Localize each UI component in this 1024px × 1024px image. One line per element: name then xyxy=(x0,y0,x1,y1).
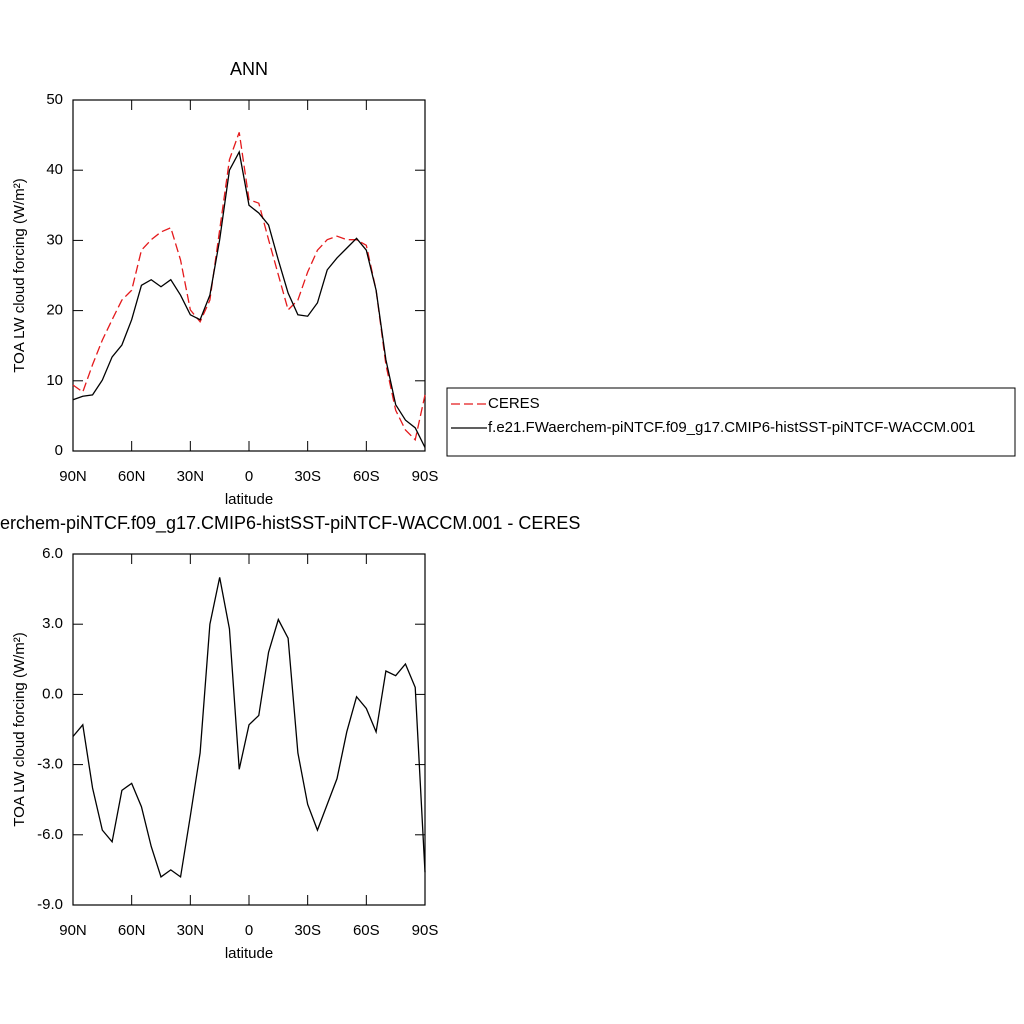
x-tick-label: 60S xyxy=(353,468,380,485)
y-tick-label: 50 xyxy=(46,91,63,108)
x-axis-label: latitude xyxy=(225,491,273,508)
y-tick-label: 3.0 xyxy=(42,615,63,632)
difference-line xyxy=(72,577,426,879)
y-tick-label: -3.0 xyxy=(37,756,63,773)
plot-frame xyxy=(72,553,426,906)
x-tick-label: 90S xyxy=(412,468,439,485)
y-tick-label: 0 xyxy=(55,442,63,459)
legend-label: f.e21.FWaerchem-piNTCF.f09_g17.CMIP6-his… xyxy=(488,419,975,436)
y-tick-label: 20 xyxy=(46,302,63,319)
legend-label: CERES xyxy=(488,395,540,412)
x-tick-label: 30S xyxy=(294,922,321,939)
x-tick-label: 30N xyxy=(177,922,205,939)
chart-title: f.e21.FWaerchem-piNTCF.f09_g17.CMIP6-his… xyxy=(0,513,580,534)
x-tick-label: 90N xyxy=(59,922,87,939)
x-tick-label: 90N xyxy=(59,468,87,485)
y-axis-label: TOA LW cloud forcing (W/m²) xyxy=(11,632,28,826)
x-tick-label: 60S xyxy=(353,922,380,939)
x-tick-label: 60N xyxy=(118,468,146,485)
series-line xyxy=(72,132,426,442)
y-tick-label: 30 xyxy=(46,231,63,248)
y-tick-label: 10 xyxy=(46,372,63,389)
x-tick-label: 0 xyxy=(245,468,253,485)
x-tick-label: 60N xyxy=(118,922,146,939)
x-axis-label: latitude xyxy=(225,945,273,962)
x-tick-label: 0 xyxy=(245,922,253,939)
chart-title: ANN xyxy=(230,59,268,79)
legend-box xyxy=(446,387,1016,457)
y-tick-label: -6.0 xyxy=(37,826,63,843)
y-tick-label: 0.0 xyxy=(42,685,63,702)
x-tick-label: 30N xyxy=(177,468,205,485)
x-tick-label: 30S xyxy=(294,468,321,485)
y-tick-label: 40 xyxy=(46,161,63,178)
x-tick-label: 90S xyxy=(412,922,439,939)
y-axis-label: TOA LW cloud forcing (W/m²) xyxy=(11,178,28,372)
series-line xyxy=(72,150,426,448)
y-tick-label: 6.0 xyxy=(42,545,63,562)
y-tick-label: -9.0 xyxy=(37,896,63,913)
legend: CERES f.e21.FWaerchem-piNTCF.f09_g17.CMIP… xyxy=(446,387,1016,457)
